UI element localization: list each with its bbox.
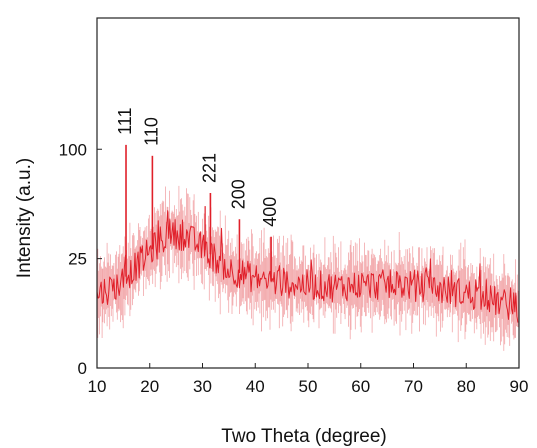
x-tick-label-70: 70 (404, 377, 423, 396)
x-tick-label-80: 80 (457, 377, 476, 396)
series-intensity (96, 210, 519, 323)
y-axis-ticks: 0 25 100 (59, 140, 102, 378)
y-axis-title: Intensity (a.u.) (14, 158, 35, 278)
x-tick-label-50: 50 (299, 377, 318, 396)
peak-lines (125, 144, 272, 281)
x-tick-label-40: 40 (246, 377, 265, 396)
peak-label-200: 200 (228, 179, 248, 209)
peak-label-110: 110 (141, 117, 161, 146)
x-tick-label-60: 60 (351, 377, 370, 396)
x-tick-label-20: 20 (140, 377, 159, 396)
y-tick-label-25: 25 (68, 250, 87, 269)
y-tick-label-0: 0 (78, 359, 87, 378)
peak-label-111: 111 (115, 108, 135, 135)
y-tick-label-100: 100 (59, 140, 87, 159)
peak-labels: 111 110 221 200 400 (115, 108, 280, 227)
x-axis-ticks: 10 20 30 40 50 60 70 80 90 (88, 363, 529, 396)
intensity-trace (96, 210, 519, 323)
x-axis-title: Two Theta (degree) (221, 426, 386, 447)
peak-label-221: 221 (199, 153, 219, 183)
x-tick-label-10: 10 (88, 377, 107, 396)
peak-label-400: 400 (260, 197, 280, 227)
x-tick-label-30: 30 (193, 377, 212, 396)
x-tick-label-90: 90 (510, 377, 529, 396)
